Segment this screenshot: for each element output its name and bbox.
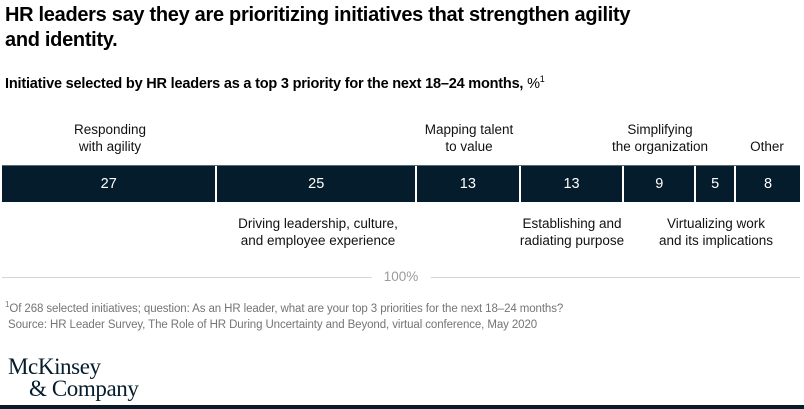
segment-value: 8 [764,176,773,192]
label-establishing-radiating-purpose: Establishing and radiating purpose [520,215,624,251]
logo-line-1: McKinsey [8,354,101,379]
label-line: Responding [73,122,147,137]
bar-segment-responding-with-agility: 27 [2,166,218,202]
title-line-2: and identity. [5,29,118,51]
stacked-bar: 27 25 13 13 9 5 8 [2,165,800,202]
bar-segment-mapping-talent: 13 [416,166,521,202]
subtitle-text: Initiative selected by HR leaders as a t… [5,76,528,92]
bar-segment-other: 8 [736,166,800,202]
label-line: Mapping talent [424,122,514,137]
label-mapping-talent-to-value: Mapping talent to value [425,119,514,155]
segment-value: 13 [563,176,580,192]
label-line: the organization [611,139,709,154]
bar-segment-driving-leadership: 25 [217,166,417,202]
label-line: Driving leadership, culture, [238,216,398,231]
label-line: Establishing and [522,216,622,231]
label-line: to value [445,139,493,154]
label-line: Virtualizing work [666,216,766,231]
footnote-source-text: Source: HR Leader Survey, The Role of HR… [8,318,538,331]
label-driving-leadership-culture: Driving leadership, culture, and employe… [238,215,398,251]
label-line: Simplifying [627,122,693,137]
segment-value: 13 [459,176,476,192]
title-line-1: HR leaders say they are prioritizing ini… [5,4,631,26]
label-line: radiating purpose [519,233,625,248]
label-line: with agility [78,139,142,154]
footnote-1-marker: 1 [5,300,10,310]
subtitle-unit: % [527,76,540,92]
footnote-1: 1Of 268 selected initiatives; question: … [5,300,765,318]
segment-value: 25 [308,176,325,192]
footer-accent-bar [0,405,804,409]
label-virtualizing-work-implications: Virtualizing work and its implications [659,215,773,251]
footnote-1-text: Of 268 selected initiatives; question: A… [9,303,564,315]
label-responding-with-agility: Responding with agility [74,119,146,155]
label-simplifying-the-organization: Simplifying the organization [612,119,708,155]
segment-value: 5 [711,176,720,192]
label-line: and its implications [658,233,774,248]
footnotes: 1Of 268 selected initiatives; question: … [5,300,765,334]
chart-subtitle: Initiative selected by HR leaders as a t… [5,74,785,92]
label-line: Other [750,139,784,154]
bar-segment-establishing-purpose: 13 [520,166,625,202]
label-other: Other [750,119,784,155]
bar-segment-virtualizing-work: 5 [696,166,737,202]
segment-value: 9 [655,176,664,192]
total-axis-label: 100% [371,269,431,284]
mckinsey-logo: McKinsey & Company [8,354,139,401]
logo-line-2: & Company [29,376,139,401]
label-line: and employee experience [240,233,396,248]
page-title: HR leaders say they are prioritizing ini… [5,3,785,53]
segment-value: 27 [100,176,117,192]
subtitle-footnote-marker: 1 [539,74,545,85]
bar-segment-simplifying-organization: 9 [624,166,697,202]
footnote-source: Source: HR Leader Survey, The Role of HR… [5,318,765,334]
